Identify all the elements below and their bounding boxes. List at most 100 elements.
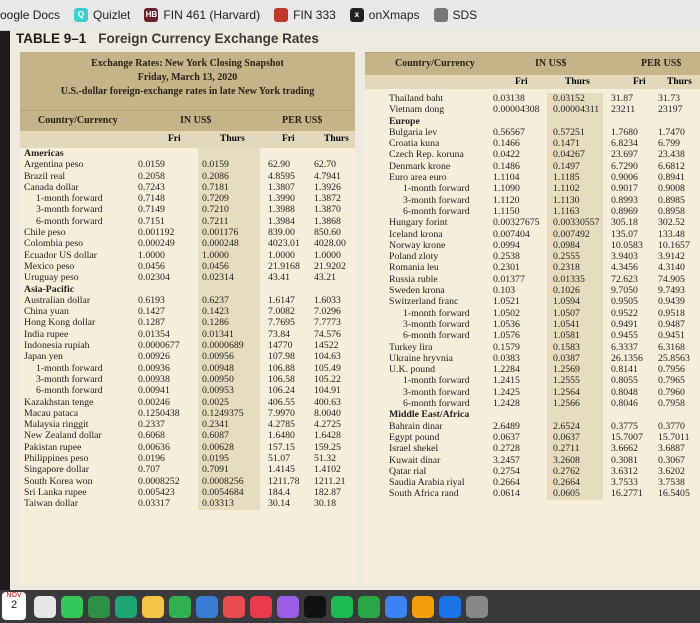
in-us-thurs: 0.6237 — [202, 294, 229, 306]
in-us-fri: 0.0196 — [138, 453, 165, 465]
table-row: Poland zloty 0.2538 0.2555 3.9403 3.9142 — [365, 251, 700, 263]
currency-name: Malaysia ringgit — [24, 419, 89, 431]
in-us-thurs: 0.01335 — [553, 273, 585, 285]
column-shade — [198, 306, 260, 318]
grammarly-icon[interactable] — [358, 595, 380, 618]
table-row: Israel shekel 0.2728 0.2711 3.6662 3.6887 — [365, 443, 700, 455]
numbers-icon[interactable] — [115, 595, 137, 618]
sub-fri-right: Fri — [515, 77, 528, 87]
currency-name: 1-month forward — [403, 307, 470, 319]
col-per-us: PER US$ — [282, 115, 323, 126]
table-row: 3-month forward 1.1120 1.1130 0.8993 0.8985 — [365, 194, 700, 206]
per-us-thurs: 105.22 — [314, 373, 341, 385]
per-us-thurs: 1.4102 — [314, 464, 341, 476]
in-us-fri: 1.0502 — [493, 307, 520, 319]
in-us-fri: 0.707 — [138, 464, 161, 476]
per-us-fri: 31.87 — [611, 93, 634, 104]
in-us-thurs: 0.2341 — [202, 419, 229, 431]
per-us-fri: 72.623 — [611, 273, 638, 285]
messages-icon[interactable] — [61, 595, 83, 618]
in-us-fri: 0.1486 — [493, 160, 520, 172]
column-shade — [547, 386, 603, 399]
bookmark-0[interactable]: oogle Docs — [0, 8, 60, 22]
in-us-thurs: 0.1471 — [553, 138, 580, 150]
bookmark-2[interactable]: HB FIN 461 (Harvard) — [144, 8, 260, 22]
spotify-icon[interactable] — [331, 595, 353, 618]
column-shade — [198, 441, 260, 454]
table-row: 3-month forward 0.00938 0.00950 106.58 105.2… — [20, 373, 355, 386]
column-shade — [198, 486, 260, 499]
table-row: Russia ruble 0.01377 0.01335 72.623 74.905 — [365, 273, 700, 286]
column-shade — [547, 420, 603, 432]
column-shade — [547, 364, 603, 376]
in-us-fri: 0.7151 — [138, 215, 165, 227]
bookmark-3[interactable]: FIN 333 — [274, 8, 336, 22]
music-icon[interactable] — [250, 595, 272, 618]
in-us-thurs: 0.2318 — [553, 262, 580, 274]
per-us-thurs: 104.91 — [314, 385, 341, 397]
in-us-fri: 3.2457 — [493, 454, 520, 466]
photos-icon[interactable] — [34, 595, 56, 618]
table-row: 3-month forward 0.7149 0.7210 1.3988 1.3870 — [20, 204, 355, 216]
column-shade — [547, 183, 603, 195]
appstore-icon[interactable] — [439, 595, 461, 618]
per-us-fri: 1.4145 — [268, 464, 295, 476]
currency-name: 1-month forward — [36, 193, 103, 205]
in-us-thurs: 1.1130 — [553, 194, 580, 206]
per-us-fri: 7.7695 — [268, 317, 295, 329]
tv-icon[interactable] — [304, 595, 326, 618]
currency-name: Brazil real — [24, 170, 66, 182]
bookmark-1[interactable]: Q Quizlet — [74, 8, 130, 22]
podcasts-icon[interactable] — [277, 595, 299, 618]
per-us-thurs: 182.87 — [314, 486, 341, 498]
in-us-thurs: 0.7210 — [202, 204, 229, 216]
per-us-fri: 0.8048 — [611, 386, 638, 398]
currency-name: Romania leu — [389, 262, 439, 274]
bookmark-5[interactable]: SDS — [433, 8, 477, 22]
in-us-thurs: 0.001176 — [202, 227, 239, 239]
in-us-fri: 0.2754 — [493, 465, 520, 477]
keynote-icon[interactable] — [196, 595, 218, 618]
column-shade — [547, 239, 603, 252]
settings-icon[interactable] — [466, 595, 488, 618]
facetime-icon[interactable] — [88, 595, 110, 618]
zoom-icon[interactable] — [385, 595, 407, 618]
currency-name: India rupee — [24, 328, 69, 340]
column-shade — [198, 170, 260, 182]
in-us-fri: 0.7148 — [138, 193, 165, 205]
in-us-thurs: 1.1102 — [553, 183, 580, 195]
currency-name: China yuan — [24, 306, 69, 318]
calendar-icon[interactable]: NOV 2 — [2, 592, 26, 620]
in-us-thurs: 1.1163 — [553, 205, 580, 217]
per-us-thurs: 1211.21 — [314, 475, 346, 487]
per-us-thurs: 1.6428 — [314, 430, 341, 442]
currency-name: Bulgaria lev — [389, 126, 438, 138]
in-us-fri: 0.7149 — [138, 204, 165, 216]
sub-fri: Fri — [168, 134, 181, 144]
in-us-thurs: 0.00628 — [202, 441, 234, 453]
books-icon[interactable] — [412, 595, 434, 618]
table-row: 1-month forward 1.0502 1.0507 0.9522 0.9518 — [365, 307, 700, 319]
notes-icon[interactable] — [142, 595, 164, 618]
currency-name: 1-month forward — [403, 375, 470, 387]
in-us-fri: 0.1250438 — [138, 407, 180, 419]
news-icon[interactable] — [223, 595, 245, 618]
per-us-fri: 10.0583 — [611, 239, 643, 251]
per-us-thurs: 1.3868 — [314, 215, 341, 227]
per-us-fri: 3.9403 — [611, 251, 638, 263]
per-us-fri: 0.8046 — [611, 398, 638, 410]
bookmark-4[interactable]: x onXmaps — [349, 8, 420, 22]
column-shade — [547, 488, 603, 500]
charts-icon[interactable] — [169, 595, 191, 618]
in-us-thurs: 0.7091 — [202, 464, 229, 476]
currency-name: 3-month forward — [36, 373, 103, 385]
in-us-fri: 0.01354 — [138, 328, 170, 340]
in-us-fri: 0.0614 — [493, 488, 520, 500]
in-us-fri: 0.2664 — [493, 477, 520, 489]
table-row: Philippines peso 0.0196 0.0195 51.07 51.32 — [20, 453, 355, 465]
per-us-thurs: 0.7965 — [658, 375, 685, 387]
currency-name: Kuwait dinar — [389, 454, 441, 466]
column-shade — [198, 362, 260, 374]
bookmark-label: oogle Docs — [0, 8, 61, 22]
table-row: South Africa rand 0.0614 0.0605 16.2771 16.5… — [365, 488, 700, 500]
